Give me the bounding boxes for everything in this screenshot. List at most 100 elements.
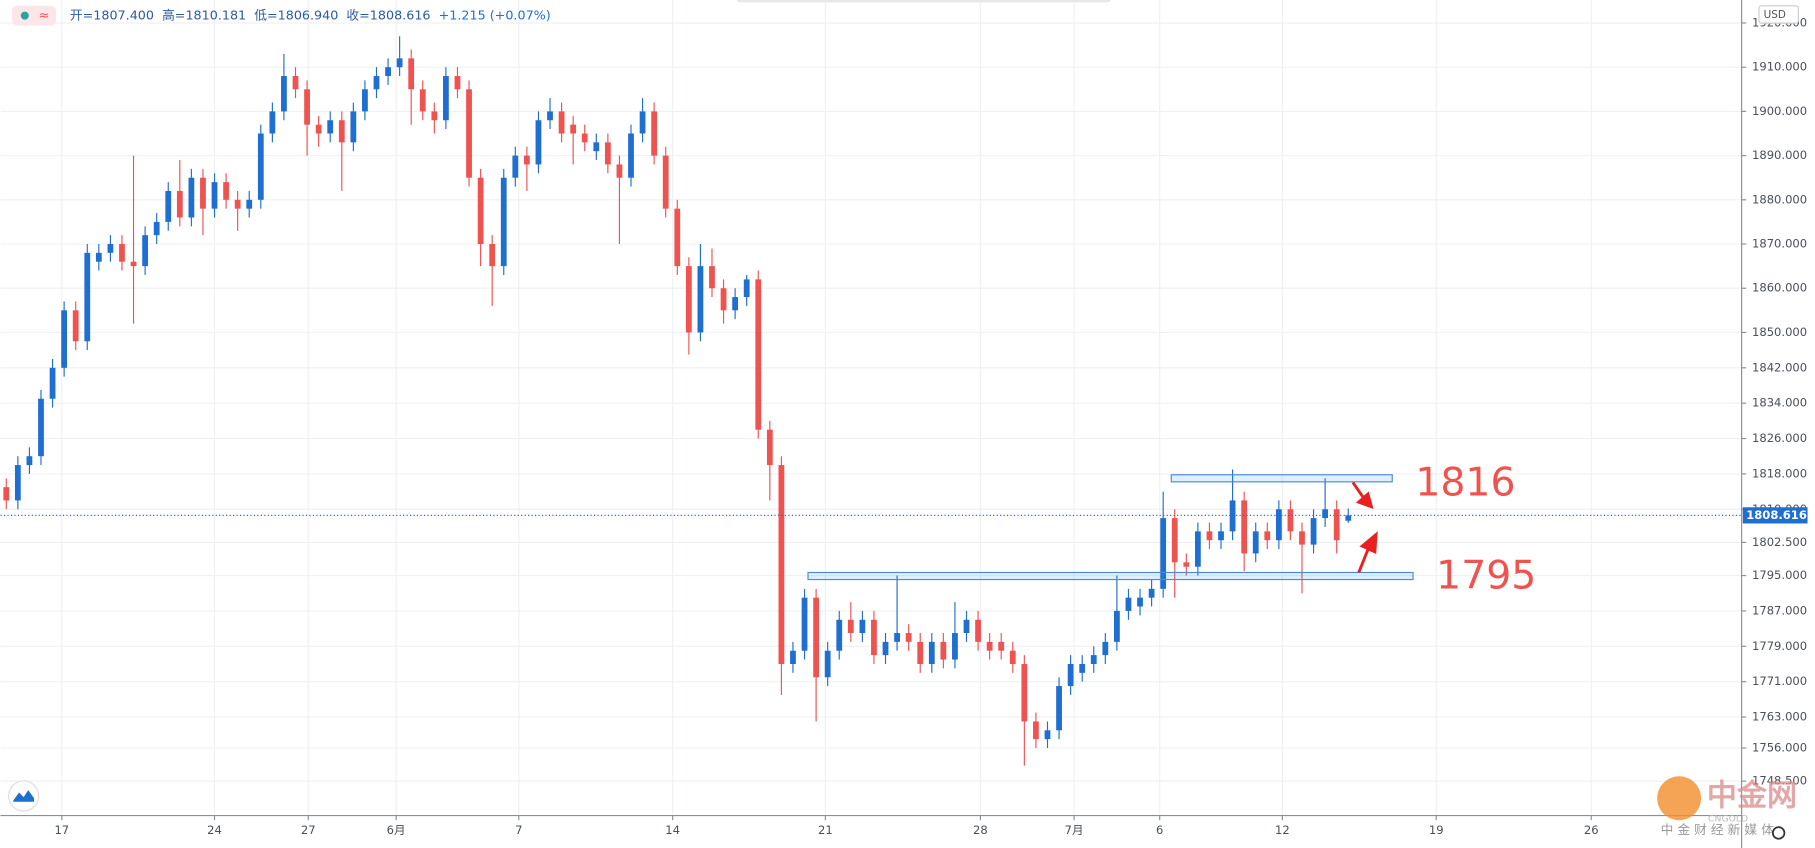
candle-body (928, 641, 935, 664)
candle-body (188, 177, 195, 218)
candle-body (1171, 518, 1178, 563)
candle-body (674, 208, 681, 267)
y-tick-label: 1826.000 (1752, 431, 1807, 445)
candle-body (38, 398, 44, 457)
x-tick-label: 6 (1156, 823, 1163, 837)
last-price-label: 1808.616 (1746, 508, 1807, 522)
candle-body (581, 133, 588, 143)
y-tick-label: 1771.000 (1752, 674, 1807, 688)
settings-icon[interactable] (1771, 826, 1786, 840)
candle-body (338, 120, 345, 143)
candle-body (558, 111, 565, 134)
candle-body (234, 199, 241, 209)
candle-body (732, 297, 739, 311)
candle-body (952, 633, 958, 660)
candle-body (443, 76, 449, 121)
candle-body (1021, 663, 1028, 722)
ohlc-value: 低=1806.940 (254, 8, 338, 23)
candle-body (95, 252, 102, 262)
x-tick-label: 27 (301, 823, 316, 837)
candle-body (743, 279, 750, 298)
wave-icon: ≈ (39, 8, 50, 23)
candle-body (165, 190, 172, 222)
candle-body (304, 89, 310, 125)
candle-body (1218, 531, 1224, 541)
candle-body (1194, 531, 1201, 567)
candle-body (697, 266, 704, 333)
candle-body (859, 619, 866, 634)
candle-body (1125, 597, 1132, 611)
y-tick-label: 1818.000 (1752, 466, 1807, 480)
logo-button[interactable] (8, 780, 40, 812)
candle-body (419, 89, 426, 112)
ohlc-value: 开=1807.400 (70, 8, 154, 23)
currency-button[interactable] (1758, 5, 1799, 24)
candle-body (824, 650, 831, 678)
candle-body (26, 456, 33, 466)
watermark-brand: 中金网 (1707, 779, 1797, 814)
x-tick-label: 26 (1584, 823, 1599, 837)
candle-body (373, 76, 380, 90)
candle-body (628, 133, 634, 178)
y-tick-label: 1834.000 (1752, 396, 1807, 410)
y-tick-label: 1890.000 (1752, 148, 1807, 162)
candle-body (709, 266, 715, 289)
candle-body (975, 619, 981, 642)
candle-body (1160, 518, 1167, 589)
candle-body (327, 120, 334, 134)
candle-body (1287, 509, 1294, 532)
level-box (807, 571, 1414, 581)
candle-body (1009, 650, 1016, 664)
candle-body (362, 89, 368, 112)
candle-body (466, 89, 472, 178)
watermark-slogan: 中 金 财 经 新 媒 体 (1661, 822, 1775, 837)
y-tick-label: 1880.000 (1752, 192, 1807, 206)
x-tick-label: 28 (973, 823, 988, 837)
overlay: 1816 1795 1808.616 (0, 460, 1808, 598)
candle-body (1322, 509, 1329, 519)
y-tick-label: 1763.000 (1752, 710, 1807, 724)
candle-body (570, 124, 577, 134)
candle-body (107, 244, 114, 253)
candle-body (350, 111, 357, 143)
y-tick-label: 1802.500 (1752, 535, 1807, 549)
candle-body (1114, 610, 1120, 642)
ohlc-value: +1.215 (+0.07%) (439, 8, 551, 23)
candle-body (489, 244, 496, 267)
candle-body (998, 641, 1005, 651)
y-tick-label: 1787.000 (1752, 603, 1807, 617)
x-tick-label: 7 (515, 823, 522, 837)
candle-body (986, 641, 993, 651)
level-label: 1795 (1436, 552, 1536, 598)
ohlc-value: 高=1810.181 (162, 8, 246, 23)
candle-body (662, 155, 669, 209)
x-tick-label: 14 (665, 823, 680, 837)
candle-body (84, 252, 91, 342)
last-price-badge (1742, 507, 1808, 524)
candle-body (512, 155, 519, 178)
candle-body (523, 155, 530, 165)
x-tick-label: 7月 (1065, 823, 1084, 837)
candle-body (1299, 531, 1305, 545)
y-tick-label: 1870.000 (1752, 237, 1807, 251)
candle-body (281, 76, 287, 112)
x-tick-label: 17 (54, 823, 69, 837)
candle-body (385, 67, 391, 77)
candle-body (882, 641, 889, 656)
candle-body (1102, 641, 1109, 656)
ohlc-legend: 开=1807.400 高=1810.181 低=1806.940 收=1808.616… (70, 8, 551, 23)
candle-body (119, 244, 125, 262)
candle-body (801, 597, 808, 651)
candle-body (292, 76, 299, 90)
candle-body (766, 429, 773, 466)
indicator-toggle[interactable] (12, 5, 57, 26)
watermark-sub: CNGOLD (1708, 814, 1748, 825)
candle-body (1148, 588, 1155, 598)
candle-body (1056, 686, 1062, 731)
candle-body (813, 597, 819, 678)
candle-body (940, 641, 947, 660)
candle-body (604, 142, 611, 165)
candle-body (269, 111, 276, 134)
